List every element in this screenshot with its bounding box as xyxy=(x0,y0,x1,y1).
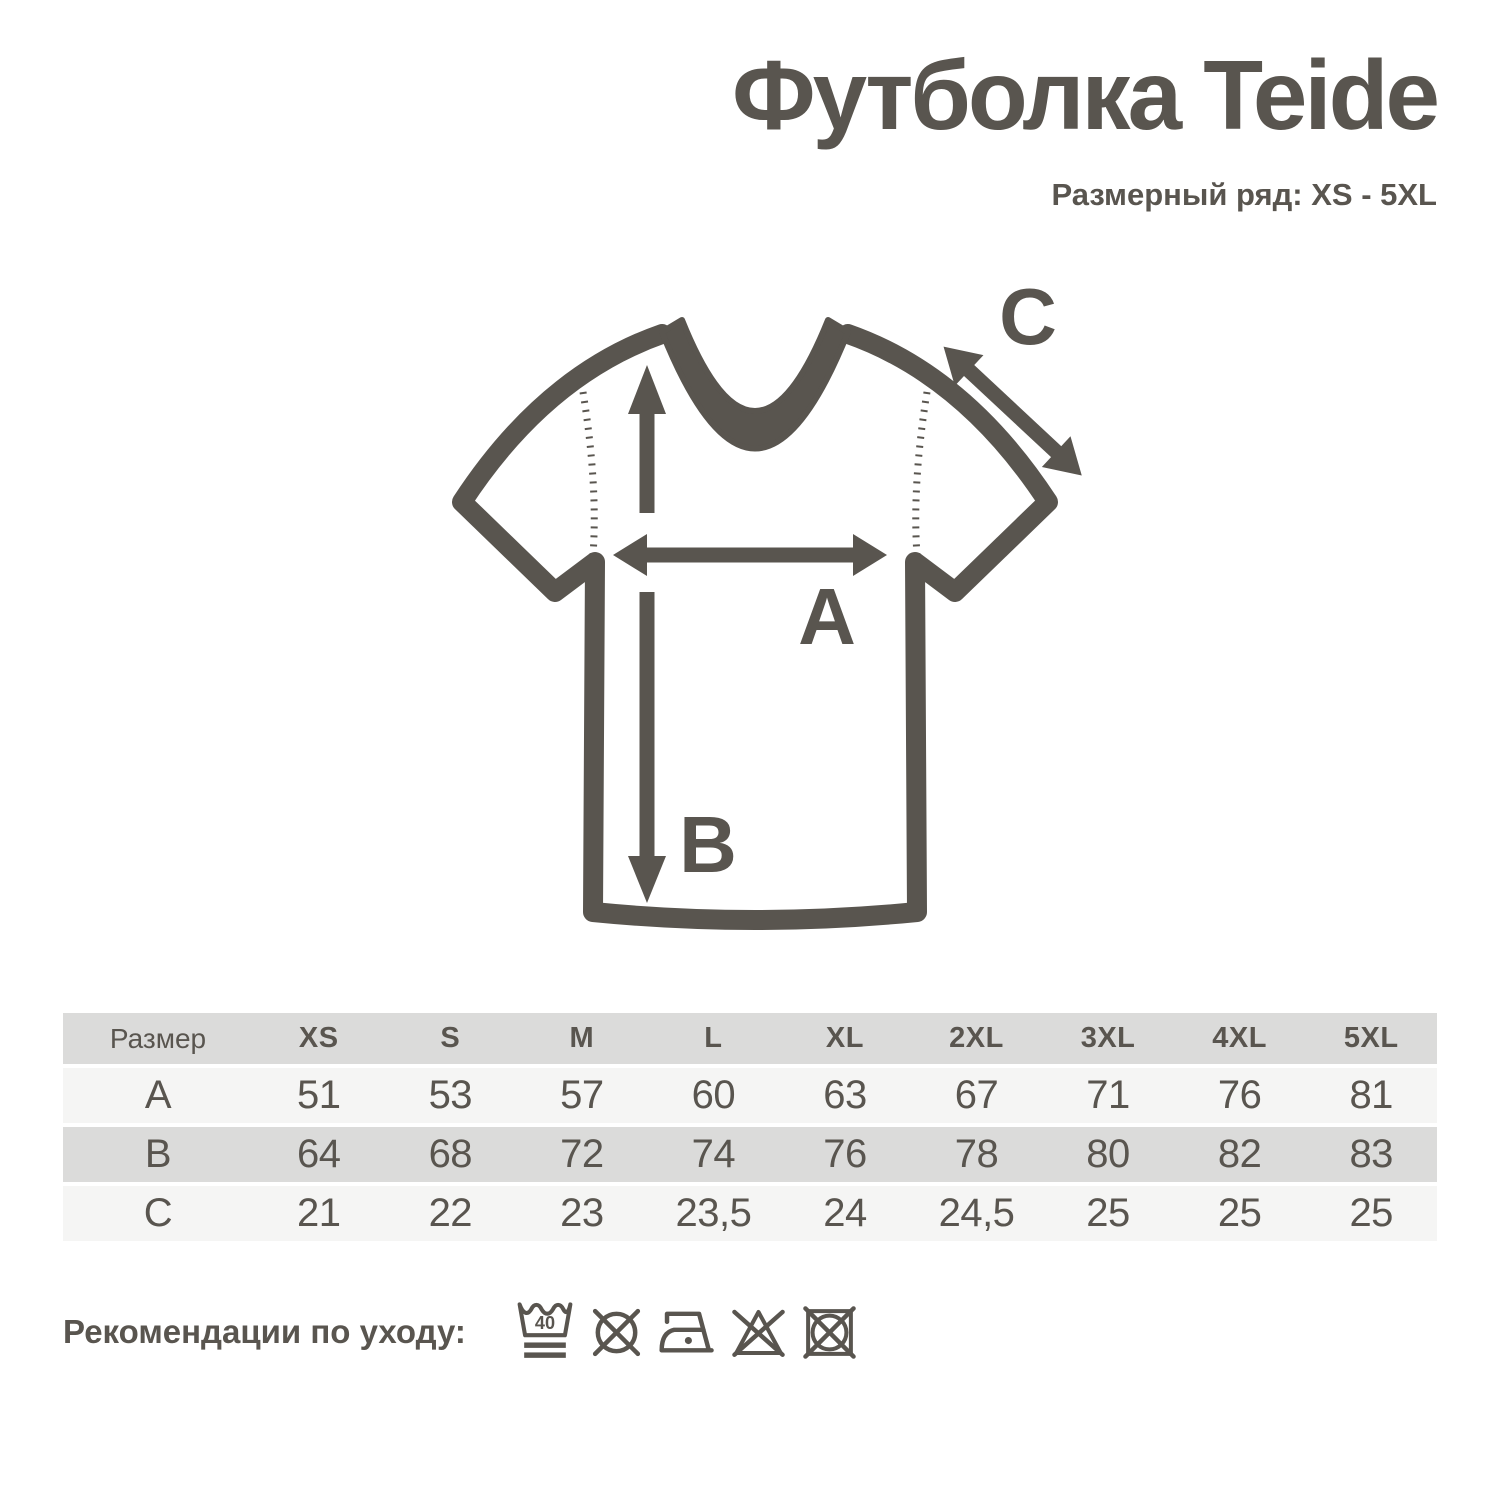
header: Футболка Teide Размерный ряд: XS - 5XL xyxy=(731,40,1440,213)
table-row-b: B 64 68 72 74 76 78 80 82 83 xyxy=(63,1127,1437,1182)
value-c-2xl: 24,5 xyxy=(938,1191,1015,1235)
care-icons: 40 xyxy=(516,1299,858,1366)
col-header-5xl: 5XL xyxy=(1343,1022,1399,1054)
wash-40-very-mild-icon: 40 xyxy=(517,1301,573,1358)
value-a-s: 53 xyxy=(428,1073,473,1117)
size-table: Размер XS S M L XL 2XL 3XL 4XL 5XL A 51 … xyxy=(63,1009,1437,1245)
iron-low-temperature-icon xyxy=(659,1311,714,1353)
seam-dotted-left xyxy=(579,391,598,556)
col-header-m: M xyxy=(569,1022,595,1054)
col-header-l: L xyxy=(704,1022,723,1054)
value-a-m: 57 xyxy=(560,1073,604,1117)
width-arrow-a xyxy=(613,534,887,576)
size-table-header-row: Размер XS S M L XL 2XL 3XL 4XL 5XL xyxy=(63,1013,1437,1064)
care-instructions: Рекомендации по уходу: 40 xyxy=(63,1298,858,1366)
collar-band xyxy=(659,317,851,452)
sleeve-arrow-c xyxy=(943,346,1082,476)
page-title: Футболка Teide xyxy=(731,40,1440,150)
measurement-label-b: B xyxy=(679,800,737,889)
value-c-4xl: 25 xyxy=(1217,1191,1262,1235)
tshirt-diagram-svg: A B C xyxy=(452,272,1082,930)
value-a-xs: 51 xyxy=(297,1073,341,1117)
col-header-4xl: 4XL xyxy=(1212,1022,1267,1054)
value-a-l: 60 xyxy=(691,1073,736,1117)
table-row-c: C 21 22 23 23,5 24 24,5 25 25 25 xyxy=(63,1186,1437,1241)
measurement-label-c: C xyxy=(999,272,1057,361)
value-b-xs: 64 xyxy=(297,1132,341,1176)
value-c-5xl: 25 xyxy=(1349,1191,1393,1235)
value-b-2xl: 78 xyxy=(954,1132,999,1176)
value-c-xl: 24 xyxy=(823,1191,867,1235)
length-arrow-b xyxy=(628,365,666,903)
care-instructions-label: Рекомендации по уходу: xyxy=(63,1313,466,1350)
col-header-xl: XL xyxy=(825,1022,864,1054)
table-row-a: A 51 53 57 60 63 67 71 76 81 xyxy=(63,1068,1437,1123)
col-header-size: Размер xyxy=(109,1022,207,1054)
row-label-c: C xyxy=(143,1191,173,1235)
value-b-s: 68 xyxy=(428,1132,473,1176)
do-not-dry-clean-icon xyxy=(592,1308,641,1356)
do-not-tumble-dry-icon xyxy=(803,1305,856,1359)
value-a-2xl: 67 xyxy=(954,1073,999,1117)
value-b-l: 74 xyxy=(691,1132,736,1176)
value-c-s: 22 xyxy=(428,1191,473,1235)
value-a-3xl: 71 xyxy=(1086,1073,1130,1117)
value-b-4xl: 82 xyxy=(1217,1132,1262,1176)
size-range-subtitle: Размерный ряд: XS - 5XL xyxy=(1051,176,1438,212)
value-b-3xl: 80 xyxy=(1086,1132,1130,1176)
col-header-2xl: 2XL xyxy=(949,1022,1004,1054)
wash-temperature: 40 xyxy=(535,1312,555,1332)
col-header-s: S xyxy=(440,1022,461,1054)
value-a-5xl: 81 xyxy=(1349,1073,1393,1117)
value-c-3xl: 25 xyxy=(1086,1191,1130,1235)
value-b-xl: 76 xyxy=(823,1132,867,1176)
tshirt-measurement-diagram: A B C xyxy=(430,270,1130,970)
value-b-m: 72 xyxy=(560,1132,604,1176)
row-label-a: A xyxy=(144,1073,172,1117)
value-c-l: 23,5 xyxy=(675,1191,752,1235)
value-c-xs: 21 xyxy=(297,1191,341,1235)
col-header-3xl: 3XL xyxy=(1080,1022,1136,1054)
col-header-xs: XS xyxy=(298,1022,339,1054)
measurement-label-a: A xyxy=(798,572,856,661)
value-b-5xl: 83 xyxy=(1349,1132,1393,1176)
row-label-b: B xyxy=(144,1132,172,1176)
seam-dotted-right xyxy=(912,391,931,556)
value-a-xl: 63 xyxy=(823,1073,867,1117)
do-not-bleach-icon xyxy=(732,1309,785,1357)
value-a-4xl: 76 xyxy=(1217,1073,1262,1117)
value-c-m: 23 xyxy=(560,1191,604,1235)
tshirt-outline xyxy=(452,324,1058,930)
